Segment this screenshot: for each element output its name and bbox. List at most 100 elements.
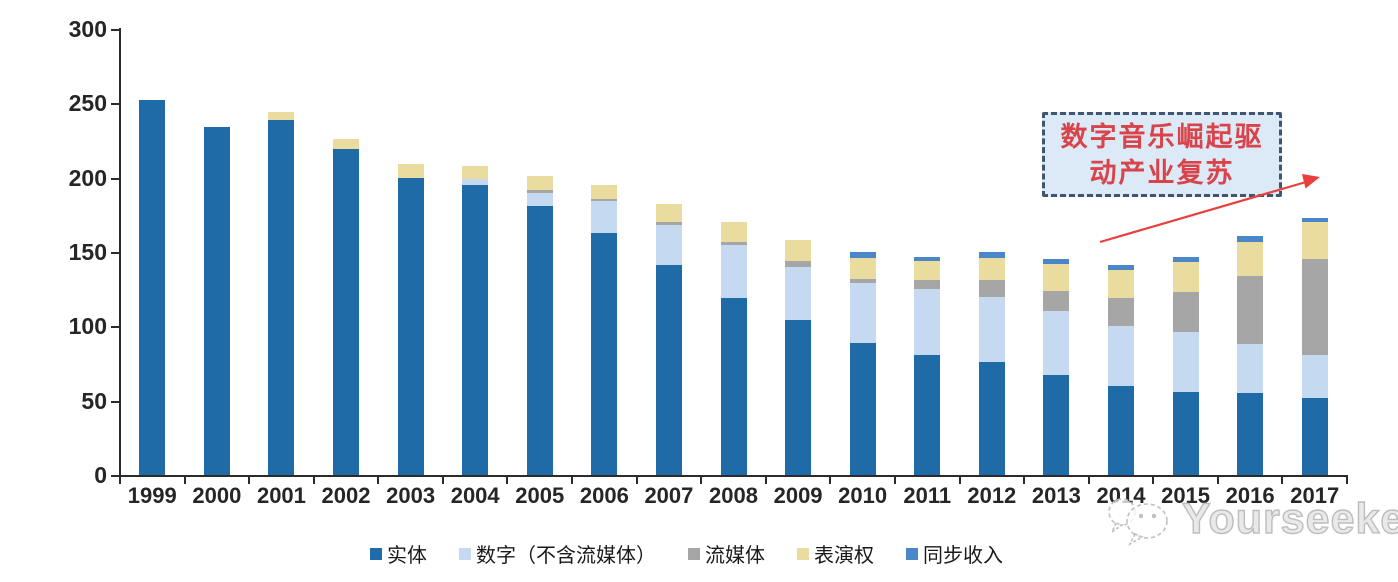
bar-2003 — [397, 164, 424, 475]
legend-label: 实体 — [387, 545, 427, 567]
legend-label: 数字（不含流媒体） — [476, 545, 656, 567]
bar-segment — [1043, 259, 1070, 264]
bar-1999 — [139, 100, 166, 475]
bar-segment — [914, 289, 941, 355]
legend-item: 表演权 — [797, 539, 874, 568]
bar-segment — [978, 252, 1005, 258]
bar-segment — [785, 320, 812, 475]
x-tick — [635, 477, 638, 484]
bar-segment — [462, 185, 489, 475]
bar-segment — [591, 198, 618, 202]
y-axis-line — [119, 28, 121, 477]
bar-2007 — [655, 204, 682, 475]
y-tick — [111, 29, 119, 31]
legend-label: 表演权 — [814, 545, 874, 567]
bar-segment — [849, 283, 876, 343]
x-tick — [1346, 477, 1349, 484]
legend-item: 数字（不含流媒体） — [459, 539, 656, 568]
bar-segment — [526, 205, 553, 475]
bar-2015 — [1172, 256, 1199, 475]
y-tick-label: 100 — [68, 313, 107, 340]
bar-segment — [655, 222, 682, 226]
x-tick-label: 2006 — [579, 483, 629, 508]
x-tick — [893, 477, 896, 484]
bar-2004 — [462, 165, 489, 475]
bar-segment — [526, 189, 553, 193]
bar-segment — [785, 260, 812, 267]
y-tick-label: 250 — [68, 90, 107, 117]
x-tick — [312, 477, 315, 484]
legend-item: 实体 — [370, 539, 427, 568]
bar-segment — [849, 252, 876, 258]
x-tick-label: 2003 — [386, 483, 436, 508]
bar-segment — [203, 127, 230, 475]
bar-segment — [720, 241, 747, 245]
bar-segment — [914, 260, 941, 281]
bar-2016 — [1237, 235, 1264, 475]
legend-swatch-icon — [797, 547, 809, 560]
y-tick — [111, 103, 119, 106]
legend-item: 流媒体 — [688, 539, 765, 568]
x-tick-label: 1999 — [127, 483, 177, 508]
bar-segment — [655, 265, 682, 475]
bar-segment — [591, 185, 618, 199]
x-tick-label: 2010 — [838, 483, 888, 508]
x-tick — [764, 477, 767, 484]
annotation-arrow — [1099, 174, 1320, 244]
x-tick-label: 2008 — [709, 483, 758, 508]
bar-2009 — [785, 240, 812, 475]
bar-segment — [1172, 332, 1199, 392]
bar-segment — [1301, 259, 1328, 355]
bar-segment — [1172, 292, 1199, 333]
bar-segment — [1043, 311, 1070, 376]
bar-segment — [1301, 217, 1328, 223]
x-tick-label: 2009 — [773, 483, 823, 508]
bar-segment — [1043, 375, 1070, 475]
legend-swatch-icon — [459, 547, 471, 560]
legend-label: 同步收入 — [923, 545, 1003, 567]
x-tick-label: 2005 — [515, 483, 565, 508]
bar-segment — [591, 232, 618, 475]
bar-segment — [1237, 235, 1264, 242]
bar-segment — [978, 362, 1005, 475]
bar-segment — [462, 179, 489, 186]
legend-label: 流媒体 — [705, 545, 765, 567]
x-tick — [248, 477, 251, 484]
x-tick-label: 2001 — [256, 483, 306, 508]
x-tick-label: 2011 — [903, 483, 952, 508]
x-tick — [441, 477, 444, 484]
bar-segment — [1172, 262, 1199, 293]
bar-segment — [1107, 298, 1134, 327]
bar-segment — [849, 342, 876, 475]
x-tick — [183, 477, 186, 484]
bar-segment — [1301, 397, 1328, 475]
bar-segment — [1301, 222, 1328, 260]
bar-segment — [849, 257, 876, 279]
x-tick — [1087, 477, 1090, 484]
y-tick-label: 0 — [94, 462, 107, 488]
bar-segment — [655, 225, 682, 266]
x-tick — [377, 477, 380, 484]
y-tick — [111, 400, 119, 403]
bar-segment — [1172, 256, 1199, 263]
x-tick — [119, 477, 121, 484]
bar-segment — [526, 192, 553, 206]
x-tick-label: 2013 — [1031, 483, 1081, 508]
bar-2017 — [1301, 217, 1328, 475]
bar-segment — [720, 298, 747, 475]
x-tick — [1281, 477, 1284, 484]
bar-segment — [591, 201, 618, 233]
bar-segment — [1107, 385, 1134, 475]
x-tick-label: 2017 — [1290, 483, 1340, 508]
bar-segment — [397, 177, 424, 475]
bar-segment — [1043, 263, 1070, 291]
annotation-text-line2: 动产业复苏 — [1089, 157, 1235, 188]
bar-segment — [785, 266, 812, 321]
bar-segment — [397, 164, 424, 178]
bar-2000 — [203, 127, 230, 475]
bar-2012 — [978, 252, 1005, 475]
y-tick — [111, 475, 119, 477]
x-tick-label: 2002 — [321, 483, 371, 508]
bar-segment — [978, 296, 1005, 363]
watermark: Yourseeker — [1102, 488, 1398, 550]
